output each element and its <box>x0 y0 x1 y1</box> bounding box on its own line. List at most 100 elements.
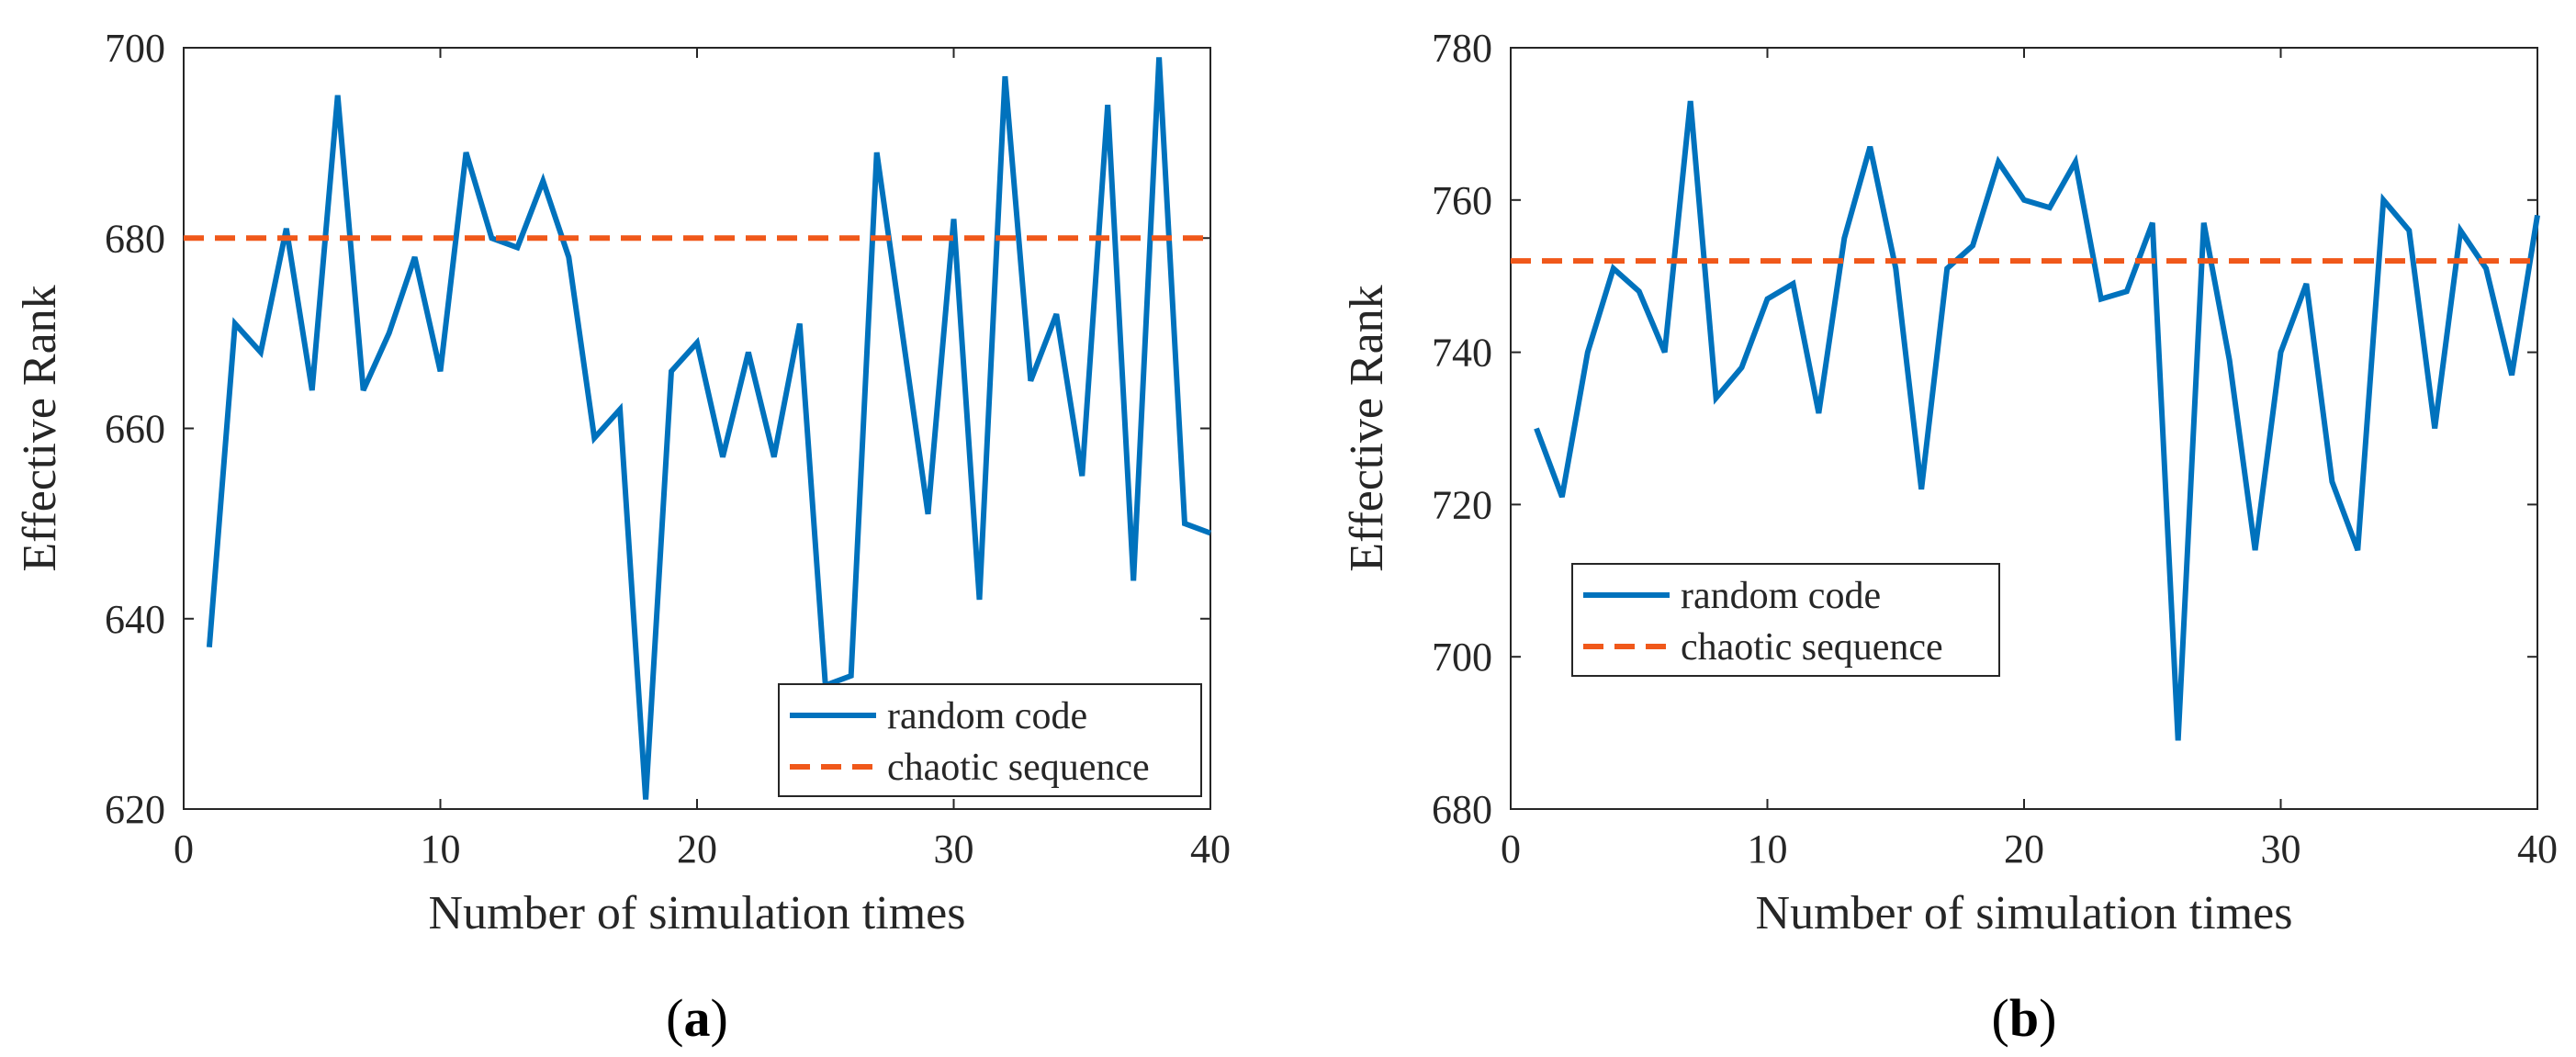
y-tick-label: 640 <box>105 597 165 642</box>
data-point-random-code <box>1003 74 1007 79</box>
y-axis-label: Effective Rank <box>1341 285 1393 571</box>
data-point-random-code <box>284 226 288 231</box>
data-point-random-code <box>849 673 853 678</box>
y-tick-label: 660 <box>105 407 165 452</box>
data-point-random-code <box>2510 373 2514 377</box>
data-point-random-code <box>207 645 211 649</box>
data-point-random-code <box>489 236 494 241</box>
data-point-random-code <box>1765 297 1770 301</box>
data-point-random-code <box>258 350 263 354</box>
data-point-random-code <box>1868 144 1873 149</box>
data-point-random-code <box>1817 410 1821 415</box>
series-line-random-code <box>1534 100 2540 741</box>
data-point-random-code <box>2253 548 2257 553</box>
data-point-random-code <box>1894 266 1898 271</box>
data-point-random-code <box>2278 350 2283 354</box>
data-point-random-code <box>515 245 520 250</box>
data-point-random-code <box>2407 228 2412 232</box>
y-tick-label: 700 <box>1432 635 1492 680</box>
data-point-random-code <box>1662 350 1667 354</box>
data-point-random-code <box>1131 579 1136 583</box>
legend-label: random code <box>1681 575 1881 617</box>
data-point-random-code <box>618 407 623 411</box>
data-point-random-code <box>874 150 879 154</box>
legend-label: random code <box>887 695 1087 737</box>
panel-label: (a) <box>666 988 728 1048</box>
data-point-random-code <box>1534 426 1538 431</box>
legend-box <box>778 683 1202 797</box>
data-point-random-code <box>2381 197 2386 202</box>
data-point-random-code <box>1971 243 1975 248</box>
data-point-random-code <box>1637 289 1641 294</box>
x-axis-label: Number of simulation times <box>1756 887 2293 939</box>
x-tick-label: 40 <box>1190 826 1231 871</box>
data-point-random-code <box>2536 213 2540 218</box>
data-point-random-code <box>771 455 776 459</box>
data-point-random-code <box>2201 220 2206 225</box>
x-tick-label: 40 <box>2517 826 2558 871</box>
y-tick-label: 740 <box>1432 331 1492 376</box>
data-point-random-code <box>438 369 443 374</box>
y-axis-label: Effective Rank <box>14 285 66 571</box>
data-point-random-code <box>977 598 982 602</box>
series-line-random-code <box>206 57 1212 800</box>
data-point-random-code <box>720 455 725 459</box>
data-point-random-code <box>2433 426 2437 431</box>
y-tick-label: 680 <box>105 216 165 261</box>
x-tick-label: 10 <box>421 826 461 871</box>
data-point-random-code <box>592 435 597 440</box>
data-point-random-code <box>926 512 930 516</box>
data-point-random-code <box>1209 531 1213 535</box>
data-point-random-code <box>2227 357 2232 362</box>
legend-box <box>1571 563 2000 677</box>
data-point-random-code <box>644 797 648 802</box>
chart-panel-a: 0 10 20 30 40 620 640 660 680 700 Number of simula… <box>14 26 1231 1048</box>
data-point-random-code <box>669 369 674 374</box>
x-tick-label: 0 <box>174 826 194 871</box>
data-point-random-code <box>797 321 802 326</box>
panel-label: (b) <box>1992 988 2057 1048</box>
x-tick-label: 0 <box>1501 826 1521 871</box>
data-point-random-code <box>1919 487 1924 491</box>
y-tick-label: 760 <box>1432 178 1492 223</box>
legend-label: chaotic sequence <box>1681 626 1943 669</box>
data-point-random-code <box>2047 206 2052 210</box>
x-axis-label: Number of simulation times <box>429 887 966 939</box>
data-point-random-code <box>1080 474 1085 478</box>
data-point-random-code <box>1559 495 1564 500</box>
data-point-random-code <box>2304 281 2309 286</box>
data-point-random-code <box>1997 160 2001 164</box>
data-point-random-code <box>2330 479 2334 484</box>
data-point-random-code <box>2176 738 2180 743</box>
data-point-random-code <box>2150 220 2154 225</box>
data-point-random-code <box>746 350 750 354</box>
data-point-random-code <box>232 321 237 326</box>
data-point-random-code <box>2124 289 2129 294</box>
data-point-random-code <box>951 217 956 221</box>
data-point-random-code <box>1688 99 1693 104</box>
data-point-random-code <box>1029 378 1033 383</box>
data-point-random-code <box>2073 160 2077 164</box>
x-tick-label: 20 <box>677 826 717 871</box>
data-point-random-code <box>1157 55 1162 60</box>
y-tick-label: 680 <box>1432 787 1492 832</box>
legend: random code chaotic sequence <box>778 683 1202 797</box>
data-point-random-code <box>900 331 905 335</box>
data-point-random-code <box>387 331 391 335</box>
plot-area-frame <box>1510 47 2538 810</box>
data-point-random-code <box>695 341 700 345</box>
chart-panel-b: 0 10 20 30 40 680 700 720 740 760 780 Number of sim… <box>1341 26 2558 1048</box>
data-point-random-code <box>1739 365 1744 370</box>
data-point-random-code <box>2356 548 2360 553</box>
data-point-random-code <box>1842 236 1847 241</box>
legend: random code chaotic sequence <box>1571 563 2000 677</box>
data-point-random-code <box>2458 228 2463 232</box>
data-point-random-code <box>464 150 468 154</box>
x-tick-label: 30 <box>2261 826 2301 871</box>
y-tick-label: 700 <box>105 26 165 71</box>
data-point-random-code <box>567 254 571 259</box>
data-point-random-code <box>1183 522 1187 526</box>
data-point-random-code <box>1106 103 1110 107</box>
data-point-random-code <box>361 388 366 393</box>
